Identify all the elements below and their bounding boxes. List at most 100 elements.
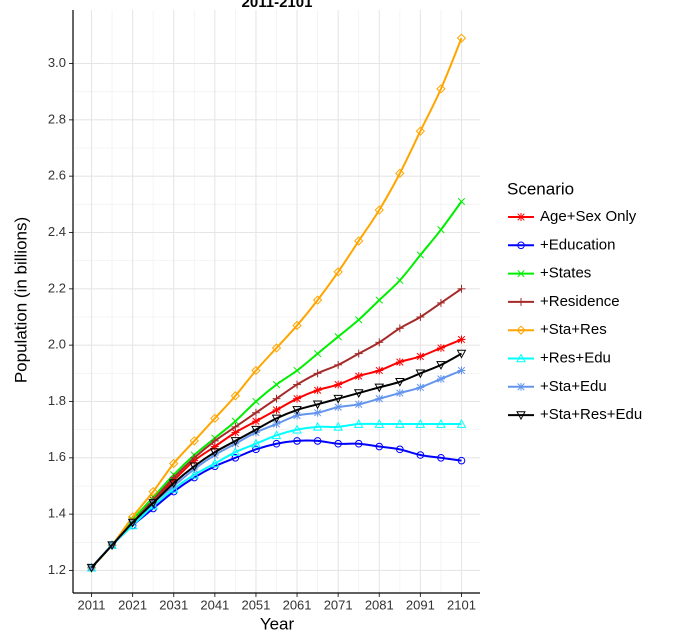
legend-label: +Sta+Res+Edu (540, 406, 642, 423)
legend-item: +Sta+Edu (508, 378, 607, 395)
marker (251, 408, 260, 417)
marker (251, 365, 261, 376)
marker-shape (374, 205, 384, 215)
series-line (90, 37, 463, 569)
marker-shape (210, 448, 220, 458)
marker (292, 406, 302, 415)
marker (415, 419, 426, 428)
marker-shape (127, 518, 138, 528)
y-tick-label: 2.6 (48, 168, 66, 183)
marker-shape (415, 126, 426, 136)
marker (293, 411, 302, 420)
marker (457, 284, 466, 293)
x-tick-label: 2051 (241, 597, 270, 612)
marker-shape (210, 458, 220, 468)
marker-stroke (416, 251, 425, 259)
marker (374, 419, 385, 428)
marker (354, 439, 363, 448)
marker-shape (415, 369, 426, 379)
marker-shape (437, 454, 445, 462)
marker (272, 405, 281, 414)
marker-shape (169, 458, 179, 469)
marker (293, 394, 302, 403)
marker (168, 479, 179, 489)
marker (251, 438, 261, 448)
legend-item: +Sta+Res (508, 321, 607, 338)
marker-shape (293, 437, 301, 445)
marker (517, 382, 525, 391)
legend-label: +States (540, 265, 591, 282)
marker-shape (168, 479, 179, 489)
marker (127, 518, 138, 528)
legend-label: +Education (540, 236, 615, 253)
marker (148, 486, 158, 497)
marker (457, 197, 466, 206)
marker-shape (374, 419, 385, 428)
marker-shape (516, 353, 526, 363)
marker (312, 421, 323, 431)
marker (436, 298, 445, 307)
marker (313, 386, 322, 395)
marker (230, 447, 241, 456)
marker (252, 397, 260, 406)
x-tick-label: 2071 (324, 597, 353, 612)
marker-shape (231, 454, 240, 462)
x-tick-label: 2021 (118, 597, 147, 612)
marker-shape (210, 413, 220, 424)
marker-shape (395, 419, 405, 428)
marker (271, 430, 282, 440)
marker-shape (516, 325, 526, 335)
marker (292, 424, 302, 434)
marker-shape (189, 469, 200, 479)
marker (210, 448, 220, 458)
marker (252, 445, 260, 454)
marker (334, 360, 343, 369)
marker (293, 437, 301, 445)
marker-stroke (252, 397, 260, 406)
marker (457, 366, 466, 375)
marker (375, 338, 384, 347)
marker-shape (271, 343, 282, 353)
marker-stroke (231, 417, 240, 425)
marker-stroke (313, 349, 322, 358)
marker-shape (230, 437, 241, 446)
marker (313, 437, 322, 445)
marker-stroke (334, 333, 342, 341)
marker (230, 437, 241, 446)
y-tick-label: 2.2 (48, 280, 66, 295)
marker (334, 333, 342, 341)
marker-stroke (517, 269, 525, 278)
marker (436, 84, 446, 94)
marker (395, 358, 404, 367)
marker (272, 439, 281, 448)
y-tick-label: 1.4 (48, 506, 66, 521)
marker-shape (230, 447, 241, 456)
marker (374, 383, 385, 393)
marker (517, 297, 525, 306)
marker-stroke (396, 276, 404, 285)
x-tick-label: 2011 (78, 597, 106, 612)
marker-shape (416, 451, 425, 459)
marker (416, 251, 425, 259)
marker (354, 372, 363, 381)
marker (293, 380, 302, 389)
chart-title: 2011-2101 (242, 0, 313, 11)
marker (517, 269, 525, 278)
marker (231, 417, 240, 425)
marker (354, 349, 363, 358)
marker-shape (230, 391, 241, 401)
marker (436, 344, 445, 352)
marker (333, 394, 343, 404)
y-tick-label: 3.0 (48, 55, 66, 70)
y-tick-label: 2.8 (48, 111, 66, 126)
marker-shape (271, 414, 282, 424)
marker-shape (436, 361, 446, 370)
marker (334, 439, 342, 448)
marker-shape (312, 295, 323, 305)
legend-label: Age+Sex Only (540, 208, 637, 225)
marker-shape (148, 499, 158, 508)
marker (415, 369, 426, 379)
marker-stroke (457, 197, 466, 206)
marker (272, 394, 281, 403)
